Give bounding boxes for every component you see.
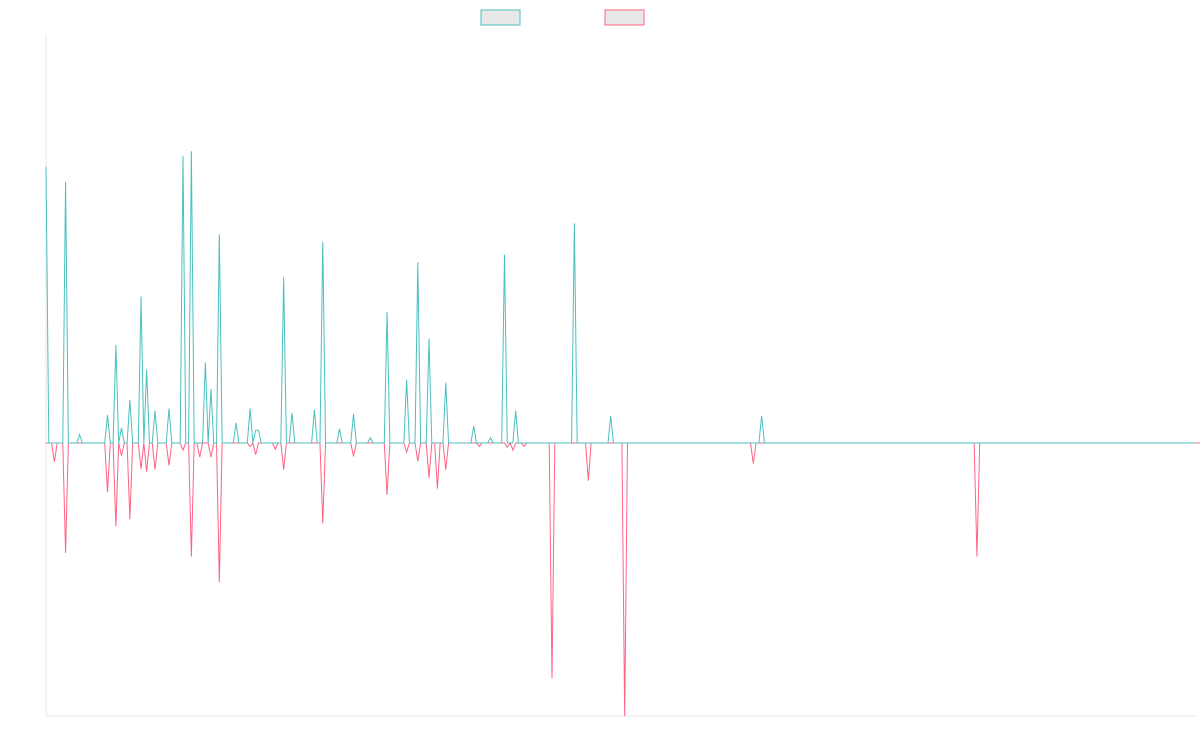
series-line-negative	[46, 441, 1200, 717]
legend-swatch-negative[interactable]	[604, 9, 645, 26]
plot-area	[45, 151, 1200, 717]
legend-swatch-positive[interactable]	[480, 9, 521, 26]
series-line-positive	[45, 151, 1195, 444]
legend[interactable]	[480, 9, 645, 26]
